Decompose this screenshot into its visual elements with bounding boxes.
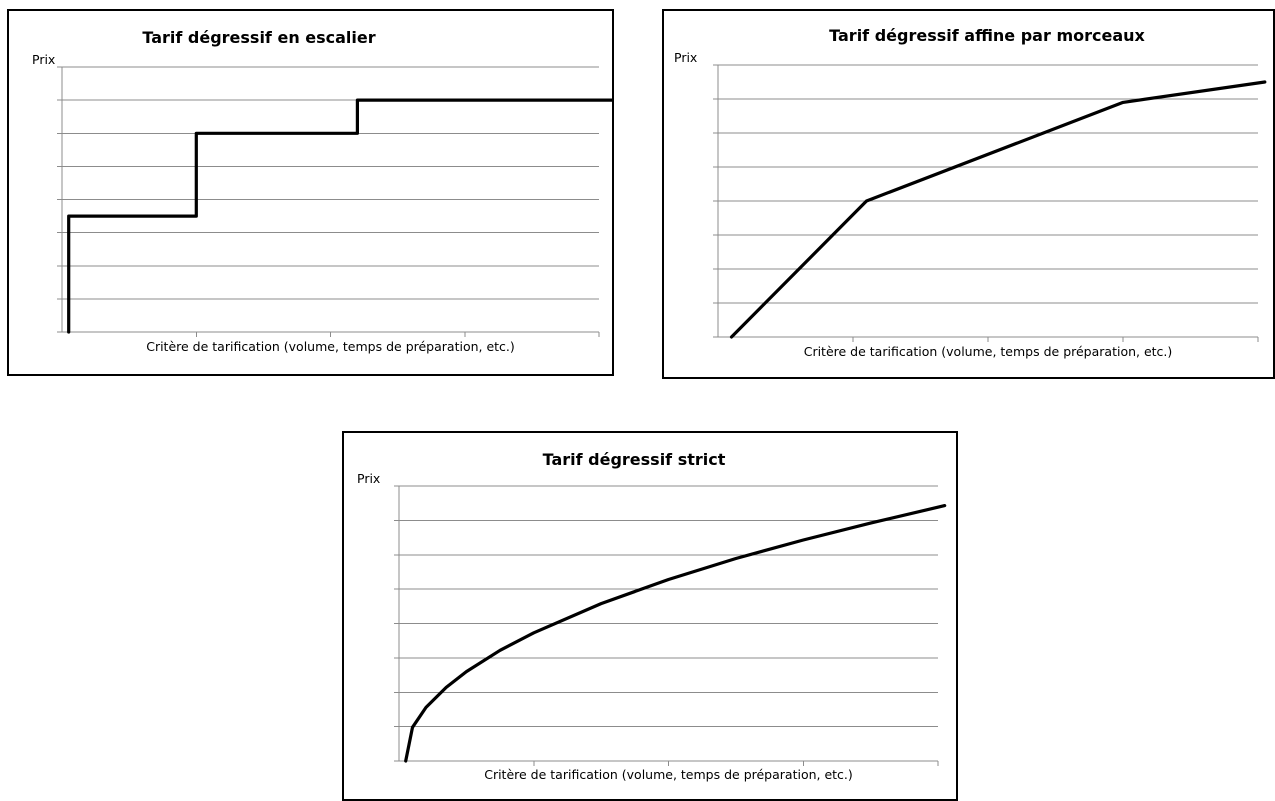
x-axis-label: Critère de tarification (volume, temps d… bbox=[804, 344, 1173, 359]
x-axis-label: Critère de tarification (volume, temps d… bbox=[146, 339, 515, 354]
chart-title: Tarif dégressif affine par morceaux bbox=[829, 26, 1145, 45]
chart-panel-affine: Tarif dégressif affine par morceaux Prix C… bbox=[662, 9, 1275, 379]
chart-panel-strict: Tarif dégressif strict Prix Critère de tar… bbox=[342, 431, 958, 801]
chart-title: Tarif dégressif strict bbox=[543, 450, 726, 469]
series-line bbox=[404, 504, 947, 763]
series-line bbox=[67, 98, 612, 334]
y-axis-label: Prix bbox=[674, 50, 697, 65]
chart-panel-escalier: Tarif dégressif en escalier Prix Critère d… bbox=[7, 9, 614, 376]
y-axis-label: Prix bbox=[32, 52, 55, 67]
chart-title: Tarif dégressif en escalier bbox=[142, 28, 375, 47]
chart-strict: Tarif dégressif strict Prix Critère de tar… bbox=[357, 450, 947, 782]
series-line bbox=[729, 80, 1267, 339]
y-axis-label: Prix bbox=[357, 471, 380, 486]
chart-affine: Tarif dégressif affine par morceaux Prix C… bbox=[674, 26, 1267, 359]
chart-escalier: Tarif dégressif en escalier Prix Critère d… bbox=[32, 28, 612, 354]
x-axis-label: Critère de tarification (volume, temps d… bbox=[484, 767, 853, 782]
